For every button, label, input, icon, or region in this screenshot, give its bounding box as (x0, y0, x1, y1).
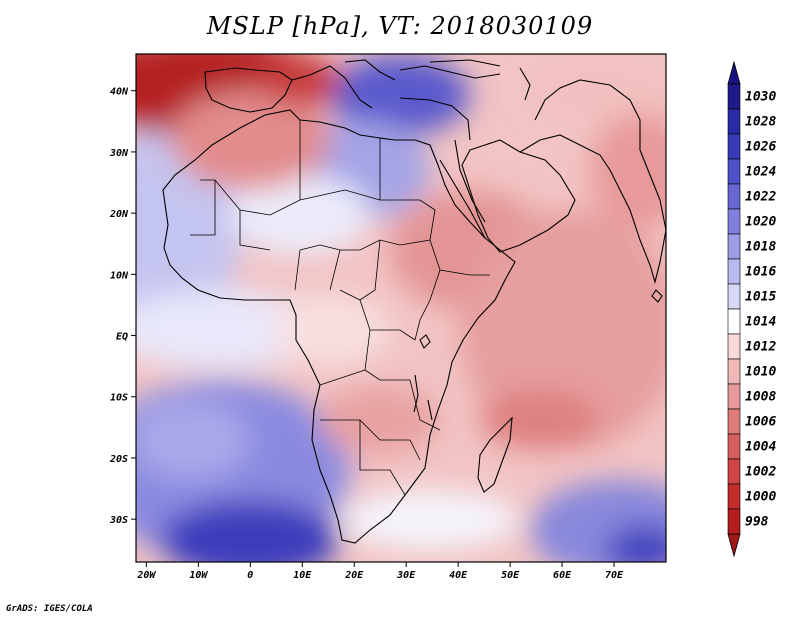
colorbar-label: 1016 (745, 265, 776, 280)
colorbar-label: 1012 (745, 340, 776, 355)
colorbar-label: 1008 (745, 390, 776, 405)
colorbar-swatch (727, 358, 741, 385)
x-tick-label: 70E (605, 570, 624, 581)
y-axis: 40N 30N 20N 10N EQ 10S 20S 30S (109, 87, 136, 526)
colorbar-swatch (727, 283, 741, 310)
colorbar-swatch (727, 383, 741, 410)
x-tick-label: 50E (501, 570, 520, 581)
colorbar-label: 1022 (745, 190, 776, 205)
colorbar-label: 1030 (745, 90, 776, 105)
colorbar-swatch (727, 333, 741, 360)
y-tick-label: 20S (109, 454, 128, 465)
x-tick-label: 30E (396, 570, 416, 581)
y-tick-label: 30N (109, 148, 129, 159)
colorbar-label: 1000 (745, 490, 776, 505)
colorbar-label: 1014 (745, 315, 776, 330)
pressure-field (136, 54, 666, 562)
madagascar (477, 416, 513, 493)
grads-credit: GrADS: IGES/COLA (6, 604, 93, 614)
iberia (204, 67, 293, 113)
x-axis: 20W 10W 0 10E 20E 30E 40E 50E 60E 70E (136, 562, 624, 581)
africa-coast (162, 109, 516, 544)
x-tick-label: 0 (247, 570, 253, 581)
colorbar-swatch (727, 408, 741, 435)
colorbar-swatch (727, 208, 741, 235)
colorbar-swatch (727, 433, 741, 460)
map-frame (135, 53, 667, 563)
colorbar-swatch (727, 258, 741, 285)
x-tick-label: 60E (553, 570, 572, 581)
colorbar-swatch (727, 458, 741, 485)
colorbar-swatch (727, 508, 741, 535)
europe-coast (291, 59, 501, 109)
y-tick-label: 20N (109, 209, 129, 220)
colorbar-label: 1028 (745, 115, 776, 130)
colorbar-label: 1010 (745, 365, 776, 380)
colorbar-swatch (727, 133, 741, 160)
colorbar-label: 1002 (745, 465, 776, 480)
colorbar-label: 1004 (745, 440, 776, 455)
colorbar-swatch (727, 158, 741, 185)
coastlines (162, 59, 666, 544)
colorbar-label: 1006 (745, 415, 776, 430)
colorbar-label: 1024 (745, 165, 776, 180)
country-borders (190, 120, 490, 496)
colorbar-swatch (727, 233, 741, 260)
levant-coast (399, 97, 486, 223)
colorbar-label: 1026 (745, 140, 776, 155)
y-tick-label: 10N (110, 270, 129, 281)
colorbar-bottom-arrow (727, 533, 741, 558)
y-tick-label: 40N (110, 87, 129, 98)
arabia (461, 139, 576, 253)
south-asia (519, 79, 666, 285)
x-tick-label: 10E (293, 570, 312, 581)
colorbar-swatch (727, 83, 741, 110)
colorbar-swatch (727, 308, 741, 335)
x-tick-label: 40E (449, 570, 468, 581)
colorbar: 1030 1028 1026 1024 1022 1020 1018 1016 1015 1014… (727, 60, 776, 558)
colorbar-label: 1020 (745, 215, 776, 230)
colorbar-swatch (727, 108, 741, 135)
colorbar-swatch (727, 483, 741, 510)
colorbar-swatch (727, 183, 741, 210)
y-tick-label: 30S (109, 515, 128, 526)
y-tick-label: EQ (116, 332, 128, 343)
map-title: MSLP [hPa], VT: 2018030109 (206, 12, 594, 40)
y-tick-label: 10S (110, 393, 128, 404)
colorbar-label: 1018 (745, 240, 776, 255)
colorbar-label: 998 (745, 515, 769, 530)
x-tick-label: 20E (344, 570, 364, 581)
colorbar-label: 1015 (745, 290, 776, 305)
colorbar-top-arrow (727, 60, 741, 85)
x-tick-label: 10W (189, 570, 208, 581)
x-tick-label: 20W (136, 570, 156, 581)
